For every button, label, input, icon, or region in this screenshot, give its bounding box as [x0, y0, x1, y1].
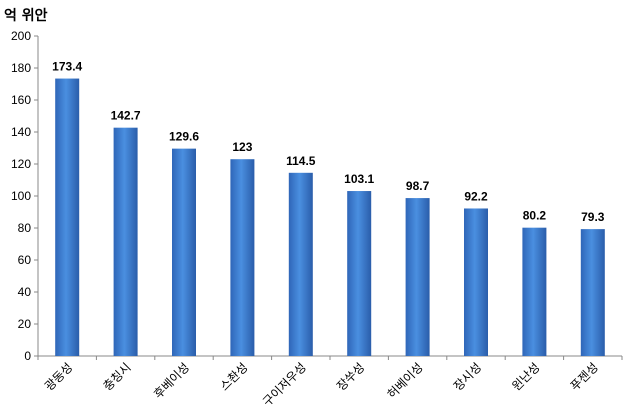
y-tick-label: 160: [11, 93, 31, 107]
x-tick-label: 구이저우성: [260, 360, 309, 409]
y-tick-label: 200: [11, 29, 31, 43]
y-tick-label: 60: [18, 253, 32, 267]
data-labels: 173.4 142.7 129.6 123 114.5 103.1 98.7 92.2 80.2…: [52, 60, 605, 225]
x-tick-label: 스촨성: [217, 360, 250, 393]
data-label: 173.4: [52, 60, 82, 74]
x-axis: [37, 355, 623, 360]
x-tick-label: 광동성: [42, 360, 75, 393]
bar: [347, 191, 372, 356]
data-label: 92.2: [464, 189, 488, 203]
data-label: 98.7: [406, 179, 430, 193]
y-tick-label: 100: [11, 189, 31, 203]
bar: [405, 198, 430, 356]
x-tick-label: 장시성: [451, 360, 484, 393]
x-tick-label: 후베이성: [151, 360, 192, 401]
unit-label: 억 위안: [4, 7, 48, 24]
data-label: 80.2: [523, 209, 547, 223]
x-tick-labels: 광동성 충칭시 후베이성 스촨성 구이저우성 장쑤성 허베이성 장시성 윈난성 푸젠성: [42, 360, 601, 409]
y-tick-label: 0: [24, 349, 31, 363]
y-axis: 0 20 40 60 80 100 120 140 160 180 200: [11, 29, 39, 363]
data-label: 79.3: [581, 210, 605, 224]
bar: [580, 229, 605, 356]
x-tick-label: 윈난성: [509, 360, 542, 393]
y-tick-label: 40: [18, 285, 32, 299]
bar: [172, 148, 196, 356]
x-tick-label: 장쑤성: [334, 360, 367, 393]
bar: [288, 172, 313, 356]
y-tick-label: 180: [11, 61, 31, 75]
y-tick-label: 80: [18, 221, 32, 235]
x-tick-label: 허베이성: [385, 360, 426, 401]
y-tick-label: 120: [11, 157, 31, 171]
data-label: 114.5: [286, 154, 316, 168]
bars: [55, 78, 605, 357]
y-tick-label: 20: [18, 317, 32, 331]
data-label: 142.7: [111, 109, 141, 123]
bar: [230, 159, 255, 356]
data-label: 103.1: [344, 172, 374, 186]
bar: [464, 208, 488, 356]
bar: [55, 78, 80, 356]
bar: [113, 127, 138, 357]
x-tick-label: 충칭시: [100, 360, 133, 393]
data-label: 129.6: [169, 130, 199, 144]
bar: [522, 227, 547, 356]
x-tick-label: 푸젠성: [568, 360, 601, 393]
y-tick-label: 140: [11, 125, 31, 139]
data-label: 123: [232, 140, 252, 154]
